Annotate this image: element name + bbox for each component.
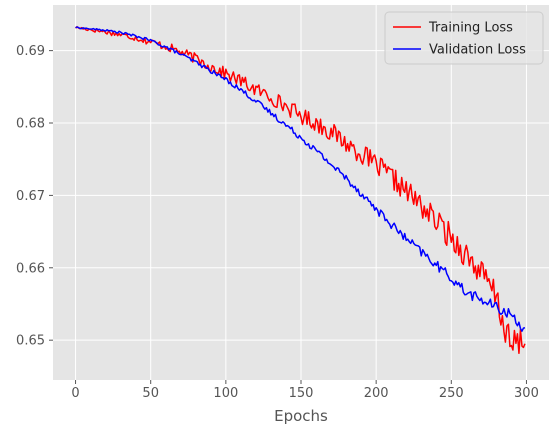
x-tick-label: 0 — [71, 386, 79, 401]
legend: Training Loss Validation Loss — [384, 11, 544, 65]
x-tick-label: 300 — [514, 386, 539, 401]
series-line — [75, 26, 526, 332]
x-tick-label: 50 — [142, 386, 159, 401]
y-axis-ticks: 0.65 0.66 0.67 0.68 0.69 — [16, 44, 53, 349]
legend-label: Validation Loss — [429, 43, 526, 58]
y-tick-label: 0.67 — [16, 189, 45, 204]
x-axis-label: Epochs — [274, 407, 328, 425]
y-tick-label: 0.65 — [16, 334, 45, 349]
y-tick-label: 0.69 — [16, 44, 45, 59]
series-lines — [75, 25, 526, 355]
legend-box — [384, 11, 544, 65]
y-tick-label: 0.68 — [16, 117, 45, 132]
y-tick-label: 0.66 — [16, 261, 45, 276]
series-line — [75, 25, 526, 355]
legend-label: Training Loss — [428, 21, 513, 36]
x-tick-label: 150 — [289, 386, 314, 401]
x-tick-label: 100 — [213, 386, 238, 401]
x-axis-ticks: 0 50 100 150 200 250 300 — [71, 380, 539, 401]
grid — [53, 5, 549, 380]
x-tick-label: 250 — [439, 386, 464, 401]
x-tick-label: 200 — [364, 386, 389, 401]
